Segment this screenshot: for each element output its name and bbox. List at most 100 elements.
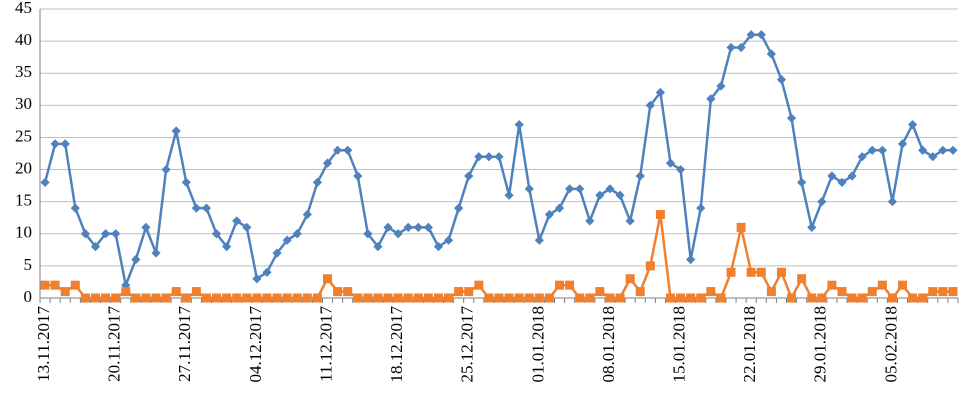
series-2-line xyxy=(45,213,953,300)
series-1-point xyxy=(797,177,807,187)
y-tick-label: 20 xyxy=(15,158,32,177)
series-1-point xyxy=(655,87,666,98)
series-2-point xyxy=(50,280,60,290)
x-tick-label: 29.01.2018 xyxy=(811,306,830,383)
series-1-point xyxy=(635,171,645,181)
series-2-point xyxy=(282,293,292,303)
series-2-point xyxy=(565,280,575,290)
x-tick-label: 08.01.2018 xyxy=(599,306,618,383)
series-1-point xyxy=(918,145,928,155)
series-2-point xyxy=(948,287,958,297)
series-1-point xyxy=(928,152,938,162)
series-2-point xyxy=(575,293,585,303)
series-1-point xyxy=(433,242,444,252)
series-1-point xyxy=(484,152,494,162)
series-1-point xyxy=(332,145,343,155)
series-2-point xyxy=(121,287,131,297)
series-1-point xyxy=(494,152,504,162)
y-tick-label: 15 xyxy=(15,191,32,210)
series-1-point xyxy=(938,145,948,155)
x-tick-label: 27.11.2017 xyxy=(175,306,194,382)
y-tick-label: 35 xyxy=(15,62,32,81)
series-1-point xyxy=(847,171,857,181)
series-2-point xyxy=(141,293,151,303)
x-tick-label: 22.01.2018 xyxy=(740,306,759,383)
series-1-point xyxy=(706,94,716,104)
series-2-point xyxy=(887,293,897,303)
x-tick-label: 20.11.2017 xyxy=(105,306,124,382)
series-2-point xyxy=(272,293,282,303)
y-tick-label: 30 xyxy=(15,94,32,113)
series-2-point xyxy=(242,293,252,303)
series-1-point xyxy=(131,254,141,265)
series-1-point xyxy=(413,222,423,232)
x-tick-label: 15.01.2018 xyxy=(669,306,688,383)
y-tick-label: 5 xyxy=(24,255,33,274)
series-2-point xyxy=(686,293,696,303)
series-1-point xyxy=(322,158,333,168)
series-1-point xyxy=(837,177,847,187)
series-group xyxy=(40,30,958,303)
series-1-point xyxy=(948,145,958,155)
series-2-point xyxy=(534,293,544,303)
series-1-point xyxy=(151,248,161,258)
series-2-point xyxy=(232,293,242,303)
series-1-point xyxy=(443,235,454,245)
series-1-point xyxy=(232,216,242,226)
series-1-point xyxy=(514,120,524,130)
series-1-point xyxy=(645,100,655,110)
series-1-point xyxy=(292,229,302,239)
series-2-point xyxy=(433,293,443,303)
series-1-point xyxy=(393,229,403,239)
series-2-point xyxy=(353,293,363,303)
series-2-point xyxy=(101,293,111,303)
series-2-point xyxy=(60,287,70,297)
series-2-point xyxy=(312,293,322,303)
series-1-point xyxy=(716,81,726,91)
series-1-point xyxy=(181,177,191,187)
series-2-point xyxy=(877,280,887,290)
series-1-point xyxy=(756,30,766,40)
series-2-point xyxy=(151,293,161,303)
series-2-point xyxy=(908,293,918,303)
series-2-point xyxy=(524,293,534,303)
series-2-point xyxy=(70,280,80,290)
series-1-point xyxy=(403,222,413,232)
series-2-point xyxy=(80,293,90,303)
series-1-point xyxy=(766,49,776,59)
series-1-point xyxy=(554,203,565,213)
series-2-point xyxy=(847,293,857,303)
series-1-point xyxy=(302,209,312,220)
series-1-point xyxy=(282,235,292,245)
series-1-point xyxy=(343,145,353,155)
series-1-point xyxy=(464,171,474,181)
series-2-point xyxy=(302,293,312,303)
y-tick-label: 10 xyxy=(15,223,32,242)
series-1-point xyxy=(877,145,887,155)
series-1-point xyxy=(534,235,544,245)
series-1-point xyxy=(746,30,756,40)
series-2-point xyxy=(393,293,403,303)
x-tick-label: 18.12.2017 xyxy=(387,306,406,383)
series-2-point xyxy=(756,267,766,277)
series-2-point xyxy=(90,293,100,303)
x-tick-label: 11.12.2017 xyxy=(316,306,335,382)
series-1-point xyxy=(605,184,615,194)
series-2-point xyxy=(403,293,413,303)
series-1-point xyxy=(807,222,817,232)
series-2-point xyxy=(726,267,736,277)
series-2-point xyxy=(252,293,262,303)
series-2-point xyxy=(474,280,484,290)
series-1-point xyxy=(726,42,736,53)
series-2-point xyxy=(665,293,675,303)
series-2-point xyxy=(938,287,948,297)
series-2-point xyxy=(363,293,373,303)
y-tick-label: 25 xyxy=(15,126,32,145)
series-1-point xyxy=(171,126,181,136)
series-1-point xyxy=(201,203,212,213)
series-1-point xyxy=(100,229,111,239)
series-2-point xyxy=(716,293,726,303)
series-2-point xyxy=(817,293,827,303)
series-2-point xyxy=(544,293,554,303)
